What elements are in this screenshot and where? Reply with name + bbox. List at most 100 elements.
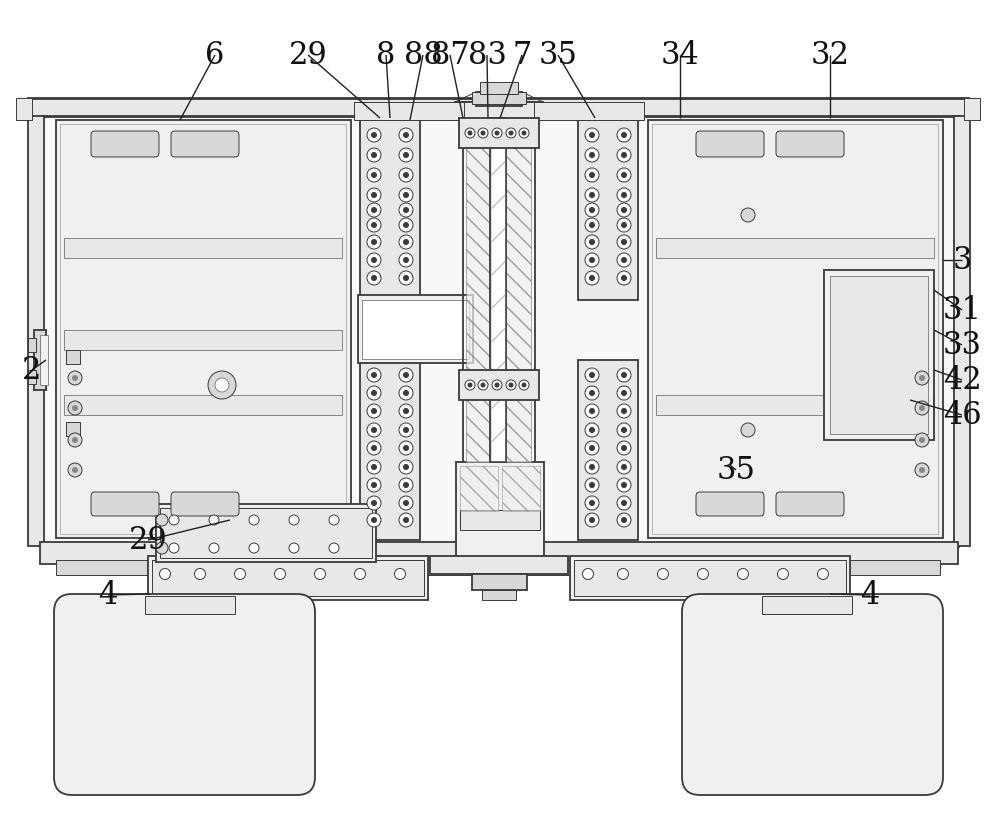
Circle shape [622, 501, 626, 506]
Circle shape [68, 463, 82, 477]
Circle shape [590, 276, 594, 281]
Bar [40, 116, 958, 546]
Bar [918, 350, 932, 364]
Circle shape [590, 153, 594, 158]
Circle shape [367, 188, 381, 202]
Circle shape [468, 383, 472, 387]
Circle shape [73, 406, 78, 411]
Bar [472, 574, 527, 590]
Circle shape [617, 423, 631, 437]
Text: 4: 4 [860, 580, 880, 611]
Circle shape [249, 515, 259, 525]
Circle shape [509, 131, 513, 135]
Circle shape [367, 478, 381, 492]
Circle shape [399, 386, 413, 400]
Bar [570, 556, 850, 600]
Circle shape [209, 543, 219, 553]
Circle shape [481, 131, 485, 135]
Circle shape [617, 478, 631, 492]
Circle shape [590, 133, 594, 138]
Circle shape [367, 368, 381, 382]
Circle shape [399, 128, 413, 142]
Circle shape [372, 428, 377, 433]
Bar [56, 560, 940, 575]
Bar [455, 102, 543, 120]
Circle shape [622, 192, 626, 197]
FancyBboxPatch shape [171, 492, 239, 516]
Circle shape [372, 482, 377, 487]
Circle shape [585, 148, 599, 162]
Circle shape [209, 515, 219, 525]
Bar [456, 462, 544, 562]
Circle shape [68, 401, 82, 415]
Circle shape [585, 460, 599, 474]
Bar [354, 102, 464, 120]
Circle shape [698, 569, 708, 580]
Bar [480, 82, 518, 94]
Circle shape [617, 128, 631, 142]
Circle shape [585, 128, 599, 142]
Bar [16, 98, 32, 120]
Bar [28, 338, 36, 352]
Circle shape [590, 258, 594, 263]
Text: 42: 42 [943, 365, 981, 396]
Circle shape [404, 372, 409, 377]
Circle shape [399, 513, 413, 527]
Circle shape [372, 445, 377, 450]
Circle shape [404, 408, 409, 413]
Bar [656, 395, 934, 415]
Circle shape [404, 465, 409, 470]
Circle shape [920, 406, 924, 411]
Circle shape [622, 207, 626, 213]
Circle shape [404, 276, 409, 281]
Text: 88: 88 [404, 39, 442, 71]
Text: 8: 8 [376, 39, 396, 71]
Bar [358, 295, 473, 363]
Circle shape [478, 128, 488, 138]
Text: 29: 29 [289, 39, 327, 71]
Circle shape [585, 235, 599, 249]
Circle shape [617, 368, 631, 382]
Circle shape [404, 482, 409, 487]
Bar [160, 508, 372, 558]
Circle shape [509, 383, 513, 387]
Circle shape [582, 569, 594, 580]
Circle shape [169, 543, 179, 553]
Circle shape [585, 188, 599, 202]
Circle shape [195, 569, 206, 580]
Text: 31: 31 [942, 295, 982, 326]
Circle shape [590, 172, 594, 177]
Bar [460, 466, 498, 511]
Bar [152, 560, 424, 596]
Circle shape [492, 128, 502, 138]
Circle shape [658, 569, 668, 580]
Circle shape [404, 501, 409, 506]
Circle shape [372, 517, 377, 522]
Circle shape [920, 375, 924, 381]
Circle shape [465, 128, 475, 138]
Bar [60, 124, 346, 534]
Circle shape [622, 428, 626, 433]
Circle shape [738, 569, 748, 580]
Circle shape [741, 208, 755, 222]
Text: 3: 3 [952, 244, 972, 276]
Circle shape [372, 408, 377, 413]
Circle shape [235, 569, 246, 580]
Circle shape [590, 482, 594, 487]
Bar [145, 596, 235, 614]
Circle shape [169, 515, 179, 525]
Circle shape [73, 438, 78, 443]
Circle shape [622, 482, 626, 487]
Circle shape [73, 468, 78, 473]
Circle shape [399, 368, 413, 382]
Bar [40, 542, 958, 564]
Circle shape [519, 128, 529, 138]
Bar [64, 238, 342, 258]
Bar [648, 120, 943, 538]
Circle shape [372, 223, 377, 228]
Bar [954, 116, 970, 546]
Circle shape [585, 203, 599, 217]
FancyBboxPatch shape [682, 594, 943, 795]
Circle shape [215, 378, 229, 392]
Circle shape [367, 404, 381, 418]
